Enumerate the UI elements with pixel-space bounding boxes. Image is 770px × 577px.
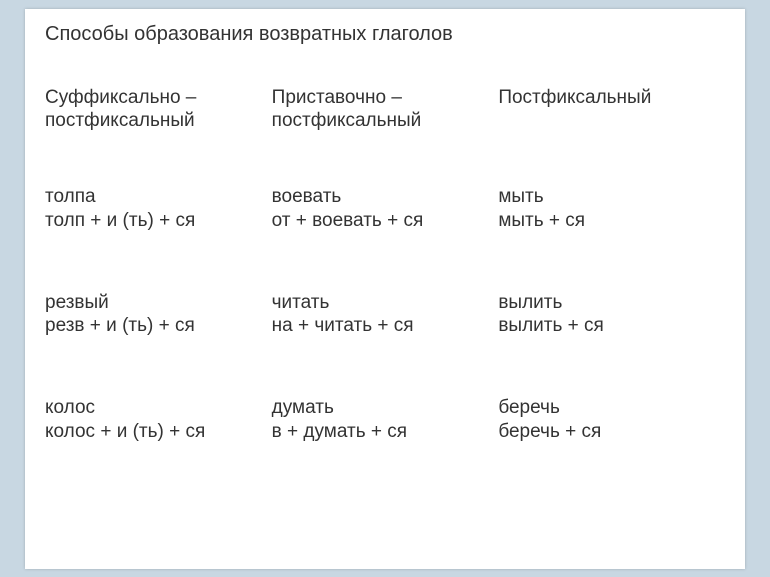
table-cell: беречьберечь + ся [498,396,725,444]
table-cell: мытьмыть + ся [498,185,725,291]
table-cell: вылитьвылить + ся [498,291,725,397]
slide-container: Способы образования возвратных глаголов … [25,9,745,569]
table-cell: колосколос + и (ть) + ся [45,396,272,444]
table-cell: толпатолп + и (ть) + ся [45,185,272,291]
table-row: толпатолп + и (ть) + ся воеватьот + воев… [45,185,725,291]
table-row: колосколос + и (ть) + ся думатьв + думат… [45,396,725,444]
col-header: Приставочно – постфиксальный [272,86,499,186]
table-cell: резвыйрезв + и (ть) + ся [45,291,272,397]
col-header: Суффиксально – постфиксальный [45,86,272,186]
table-row: резвыйрезв + и (ть) + ся читатьна + чита… [45,291,725,397]
table-cell: воеватьот + воевать + ся [272,185,499,291]
table-cell: думатьв + думать + ся [272,396,499,444]
slide-title: Способы образования возвратных глаголов [45,23,725,46]
col-header: Постфиксальный [498,86,725,186]
table-header-row: Суффиксально – постфиксальный Приставочн… [45,86,725,186]
table-cell: читатьна + читать + ся [272,291,499,397]
formation-table: Суффиксально – постфиксальный Приставочн… [45,86,725,444]
